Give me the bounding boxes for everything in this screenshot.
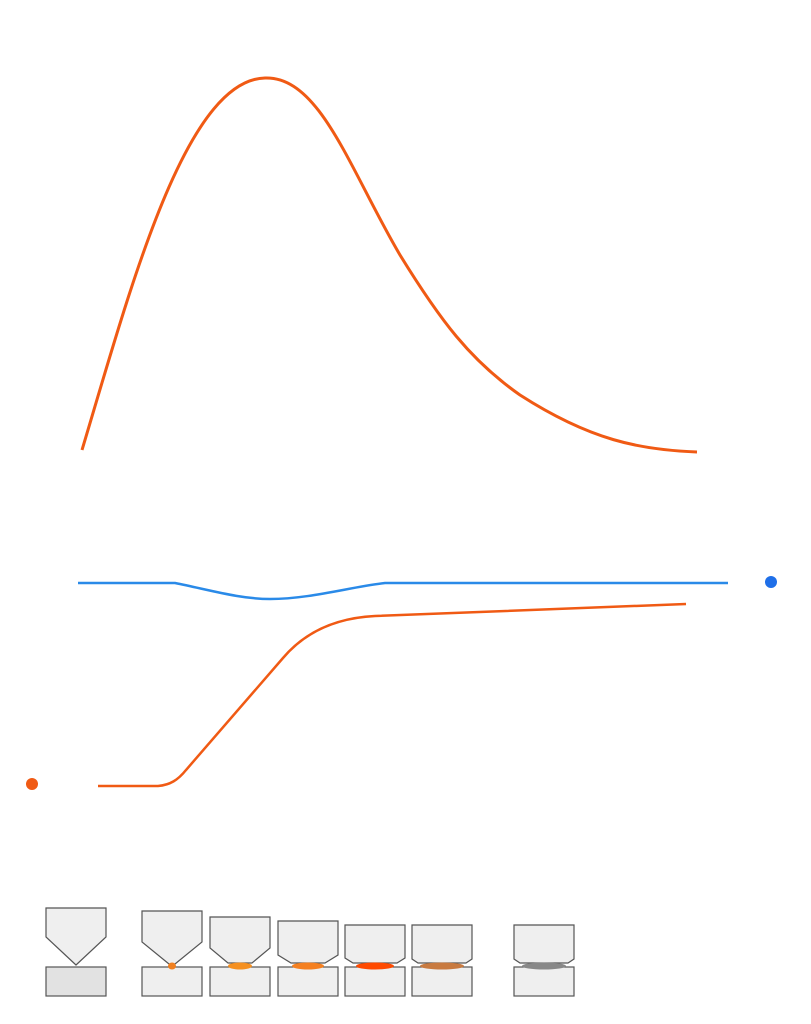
blue-marker: [765, 576, 777, 588]
weld-nugget: [292, 962, 324, 970]
lower-electrode: [209, 966, 271, 997]
lower-electrode: [277, 966, 339, 997]
lower-electrode: [411, 966, 473, 997]
heat-curve: [80, 76, 698, 454]
weld-nugget: [522, 962, 566, 970]
upper-electrode: [277, 920, 339, 964]
lower-electrode: [45, 966, 107, 997]
resistance-curve: [98, 602, 687, 788]
upper-electrode: [209, 916, 271, 964]
upper-electrode: [513, 924, 575, 964]
weld-nugget: [168, 962, 176, 970]
lower-electrode: [344, 966, 406, 997]
upper-electrode: [411, 924, 473, 964]
weld-nugget: [420, 962, 464, 970]
lower-electrode: [513, 966, 575, 997]
weld-nugget: [228, 962, 252, 970]
orange-marker: [26, 778, 38, 790]
upper-electrode: [344, 924, 406, 964]
lower-electrode: [141, 966, 203, 997]
weld-nugget: [356, 962, 394, 970]
electrode-stages: [45, 907, 575, 997]
upper-electrode: [141, 910, 203, 965]
upper-electrode: [45, 907, 107, 966]
displacement-curve: [78, 581, 728, 601]
